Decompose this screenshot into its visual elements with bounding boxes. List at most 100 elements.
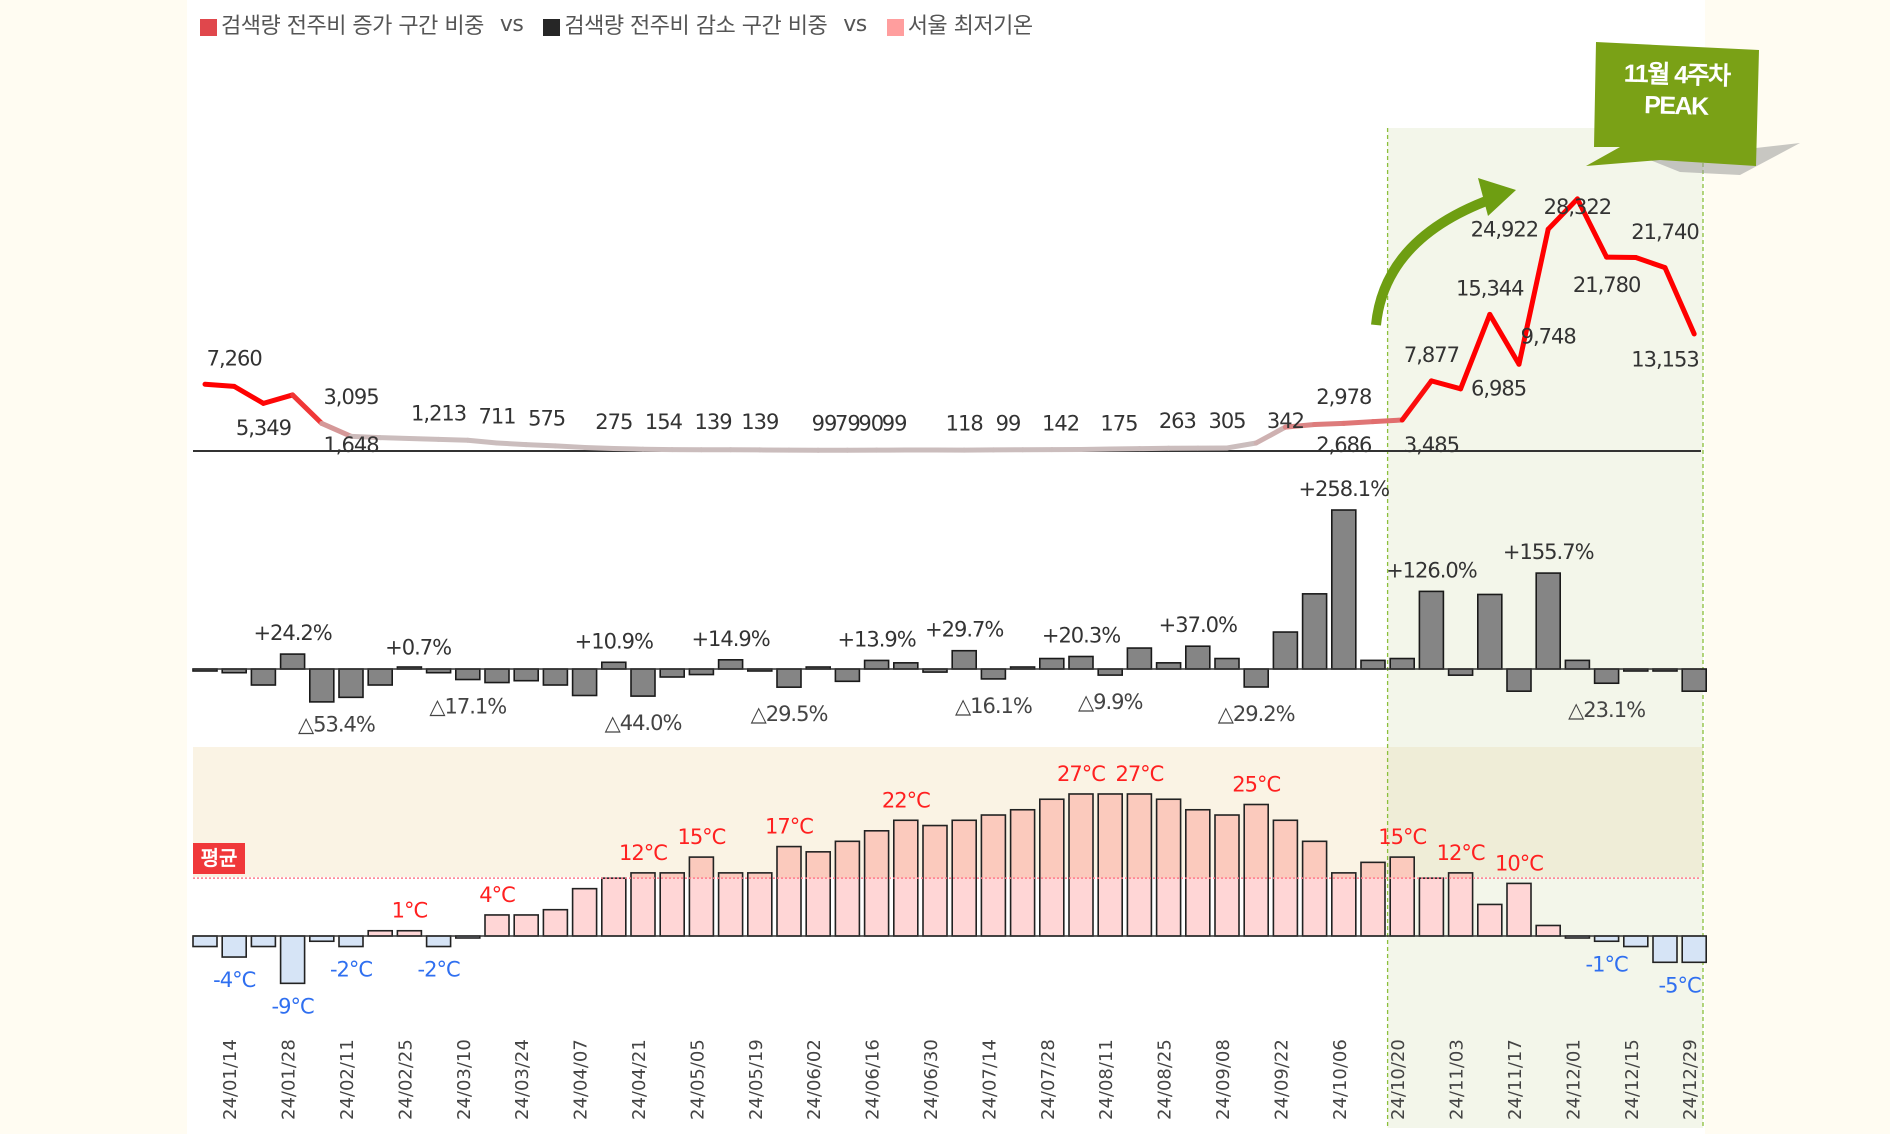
highlight-band-overlap [1387, 747, 1703, 877]
pct-bar [1097, 668, 1123, 676]
line-data-label: 9,748 [1521, 325, 1576, 349]
x-axis-label: 24/01/28 [279, 1039, 300, 1120]
line-data-label: 3,095 [323, 385, 378, 409]
peak-callout-line1: 11월 4주차 [1623, 59, 1730, 91]
temperature-bar-upper [1273, 820, 1298, 879]
temperature-bar-upper [1215, 815, 1239, 879]
pct-bar [1126, 647, 1153, 670]
pct-data-label: +0.7% [385, 636, 451, 660]
temperature-bar-upper [1039, 799, 1064, 879]
pct-data-label: △17.1% [429, 695, 506, 719]
pct-bar [250, 668, 277, 686]
pct-bar [1360, 659, 1386, 670]
line-segment [1312, 420, 1347, 427]
temperature-bar-upper [1390, 857, 1415, 879]
temperature-bar-upper [835, 841, 860, 879]
pct-bar [600, 661, 627, 670]
line-segment [1341, 419, 1376, 426]
x-axis-label: 24/10/20 [1388, 1039, 1409, 1120]
temperature-bar-upper [1185, 809, 1210, 879]
pct-bar [279, 653, 306, 670]
x-axis-label: 24/06/16 [863, 1039, 884, 1120]
temperature-data-label: 17°C [765, 815, 813, 839]
legend-item-increase: 검색량 전주비 증가 구간 비중 [200, 8, 484, 40]
x-axis-label: 24/11/17 [1505, 1039, 1526, 1120]
temperature-bar-upper [1069, 793, 1093, 879]
temperature-data-label: 25°C [1232, 773, 1280, 797]
temperature-bar-upper [893, 820, 918, 879]
temperature-data-label: -2°C [418, 958, 460, 982]
line-data-label: 90 [858, 411, 883, 435]
pct-bar [630, 668, 656, 697]
temperature-bar [308, 935, 335, 943]
temperature-bar-upper [718, 872, 743, 879]
line-segment [202, 381, 237, 389]
temperature-bar [192, 935, 218, 948]
line-data-label: 711 [478, 404, 515, 428]
pct-bar [338, 668, 364, 699]
temperature-bar-upper [1127, 793, 1152, 879]
line-data-label: 139 [741, 410, 778, 434]
pct-bar [892, 662, 919, 670]
line-data-label: 2,686 [1316, 433, 1372, 457]
pct-bar [1535, 572, 1561, 670]
line-segment [319, 420, 354, 439]
temperature-data-label: 27°C [1057, 762, 1105, 786]
x-axis-label: 24/05/19 [746, 1039, 767, 1120]
peak-callout: 11월 4주차 PEAK [1591, 40, 1760, 166]
line-segment [552, 443, 588, 450]
line-segment [465, 437, 500, 446]
temperature-bar-upper [747, 872, 772, 879]
temperature-bar [747, 872, 772, 936]
legend-swatch-temperature [886, 18, 904, 36]
pct-data-label: +29.7% [925, 618, 1003, 642]
line-segment [1370, 417, 1405, 425]
average-badge: 평균 [193, 843, 245, 874]
temperature-bar [660, 872, 685, 936]
legend-label: 검색량 전주비 증가 구간 비중 [221, 14, 484, 39]
temperature-bar-upper [1361, 862, 1385, 879]
x-axis-label: 24/07/28 [1038, 1039, 1059, 1120]
pct-bar [863, 659, 890, 670]
growth-arrow-icon [1371, 191, 1502, 326]
temperature-data-label: -1°C [1586, 952, 1628, 976]
pct-bar [980, 668, 1007, 680]
legend-swatch-increase [200, 18, 217, 36]
line-segment [494, 440, 529, 448]
line-data-label: 21,780 [1573, 273, 1640, 297]
line-data-label: 24,922 [1471, 218, 1538, 242]
legend-swatch-decrease [543, 18, 561, 36]
pct-bar [1301, 593, 1328, 670]
temperature-bar-upper [952, 820, 977, 879]
x-axis-label: 24/08/11 [1096, 1039, 1117, 1120]
temperature-bar [1477, 904, 1502, 936]
pct-data-label: +155.7% [1503, 540, 1594, 564]
pct-data-label: +20.3% [1042, 623, 1120, 647]
legend-separator: vs [843, 11, 867, 37]
temperature-bar [1419, 878, 1444, 936]
legend-label: 서울 최저기온 [907, 14, 1033, 39]
temperature-bar [1331, 872, 1356, 936]
line-segment [1428, 378, 1464, 392]
line-segment [1633, 255, 1668, 271]
pct-data-label: △23.1% [1568, 698, 1645, 722]
temperature-data-label: 12°C [619, 841, 667, 865]
temperature-bar-upper [1448, 872, 1473, 879]
line-segment [1399, 378, 1434, 423]
pct-data-label: +24.2% [253, 621, 331, 645]
pct-bar [717, 659, 744, 670]
pct-data-label: △53.4% [298, 712, 375, 736]
x-axis-label: 24/12/29 [1680, 1039, 1701, 1120]
line-data-label: 5,349 [236, 416, 291, 440]
x-axis-label: 24/08/25 [1155, 1039, 1176, 1120]
line-data-label: 575 [528, 407, 565, 431]
callout-bubble [1586, 42, 1759, 166]
pct-bar [688, 668, 715, 676]
temperature-bar-upper [923, 825, 947, 879]
line-data-label: 21,740 [1631, 220, 1698, 244]
temperature-data-label: -9°C [272, 994, 314, 1018]
pct-bar [367, 668, 394, 686]
pct-bar [484, 668, 510, 684]
pct-bar [834, 668, 861, 683]
pct-bar [1039, 657, 1065, 670]
